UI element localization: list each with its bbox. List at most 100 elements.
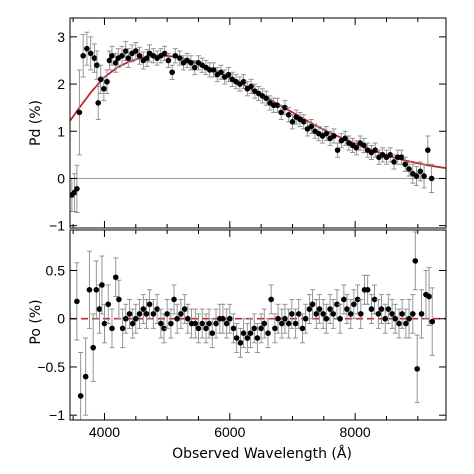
bottom-data-point	[316, 306, 323, 312]
top-data-point	[285, 111, 292, 118]
top-data-point	[80, 52, 86, 59]
top-y-tick-label: 2	[57, 76, 65, 92]
bottom-data-point	[306, 306, 313, 312]
bottom-data-point	[146, 301, 153, 308]
top-data-point	[172, 52, 179, 59]
bottom-data-point	[199, 320, 206, 327]
top-data-point	[413, 173, 420, 179]
bottom-data-point	[161, 325, 167, 332]
bottom-data-point	[168, 320, 174, 327]
bottom-data-point	[206, 320, 212, 327]
bottom-data-point	[133, 315, 139, 322]
bottom-data-point	[268, 296, 274, 303]
bottom-data-point	[99, 282, 105, 288]
top-data-point	[95, 100, 101, 106]
bottom-data-point	[389, 311, 395, 317]
bottom-data-point	[258, 325, 264, 332]
bottom-data-point	[129, 320, 136, 327]
top-data-point	[188, 60, 194, 66]
top-data-point	[112, 60, 119, 66]
bottom-x-tick-label: 6000	[214, 424, 245, 440]
bottom-data-point	[364, 286, 371, 293]
top-y-axis-label: Pd (%)	[28, 100, 44, 146]
top-y-tick-label: −1	[49, 218, 65, 234]
bottom-data-point	[223, 320, 230, 327]
bottom-data-point	[203, 325, 209, 332]
top-data-point	[402, 161, 409, 168]
bottom-data-point	[195, 325, 202, 332]
bottom-data-point	[136, 311, 143, 317]
bottom-data-point	[213, 320, 219, 327]
top-data-point	[144, 55, 150, 61]
bottom-data-point	[323, 315, 330, 322]
bottom-data-point	[74, 298, 80, 305]
bottom-data-point	[327, 306, 333, 312]
bottom-data-point	[334, 301, 340, 308]
bottom-data-point	[230, 325, 237, 332]
bottom-data-point	[220, 315, 226, 322]
bottom-data-point	[237, 340, 244, 346]
bottom-data-point	[122, 315, 129, 322]
bottom-data-point	[154, 306, 160, 312]
bottom-x-tick-label: 8000	[340, 424, 371, 440]
bottom-data-point	[192, 320, 199, 327]
top-data-point	[76, 109, 83, 116]
bottom-data-point	[282, 315, 288, 322]
bottom-y-tick-label: 0.5	[46, 263, 66, 279]
top-frame	[69, 17, 447, 229]
bottom-data-point	[399, 311, 405, 317]
bottom-data-point	[101, 320, 108, 327]
top-data-point	[91, 55, 98, 61]
top-panel: −1 0 1 2 3	[49, 17, 447, 234]
bottom-frame	[69, 229, 447, 421]
top-data-point	[165, 57, 172, 64]
bottom-data-point	[227, 315, 233, 322]
top-data-point	[274, 102, 281, 109]
bottom-data-point	[302, 315, 309, 322]
top-data-point	[353, 144, 360, 151]
bottom-data-point	[409, 311, 416, 317]
bottom-data-point	[244, 335, 251, 341]
bottom-data-point	[251, 325, 258, 332]
bottom-data-point	[289, 311, 295, 317]
top-data-point	[169, 69, 175, 76]
bottom-data-point	[178, 311, 184, 317]
bottom-data-point	[158, 320, 164, 327]
top-data-point	[300, 119, 307, 125]
top-data-point	[278, 109, 284, 116]
bottom-data-point	[351, 301, 357, 308]
top-data-point	[161, 50, 168, 57]
bottom-data-point	[382, 315, 389, 322]
bottom-data-point	[82, 373, 89, 380]
top-data-point	[109, 52, 115, 59]
bottom-data-point	[116, 296, 122, 303]
top-data-point	[119, 52, 125, 59]
bottom-data-point	[285, 320, 292, 327]
top-data-point	[289, 119, 296, 125]
top-data-point	[125, 55, 132, 61]
bottom-data-point	[126, 311, 133, 317]
bottom-data-point	[396, 320, 402, 327]
bottom-data-point	[406, 315, 412, 322]
bottom-y-tick-label: −0.5	[37, 359, 65, 375]
top-y-tick-label: 0	[57, 170, 65, 186]
bottom-data-point	[341, 296, 347, 303]
bottom-data-point	[371, 296, 378, 303]
bottom-data-point	[403, 320, 409, 327]
bottom-data-point	[247, 330, 254, 336]
bottom-data-point	[378, 306, 385, 312]
top-data-point	[323, 130, 330, 137]
top-data-point	[248, 83, 254, 90]
bottom-data-point	[292, 320, 299, 327]
bottom-data-point	[295, 311, 302, 317]
top-data-point	[106, 57, 113, 64]
bottom-data-point	[412, 258, 419, 264]
top-data-point	[425, 147, 431, 153]
bottom-data-point	[185, 315, 191, 322]
top-data-point	[84, 45, 90, 52]
top-data-point	[176, 55, 183, 61]
bottom-data-point	[429, 318, 436, 325]
bottom-data-point	[313, 311, 320, 317]
bottom-data-point	[414, 366, 420, 372]
bottom-data-point	[375, 311, 382, 317]
